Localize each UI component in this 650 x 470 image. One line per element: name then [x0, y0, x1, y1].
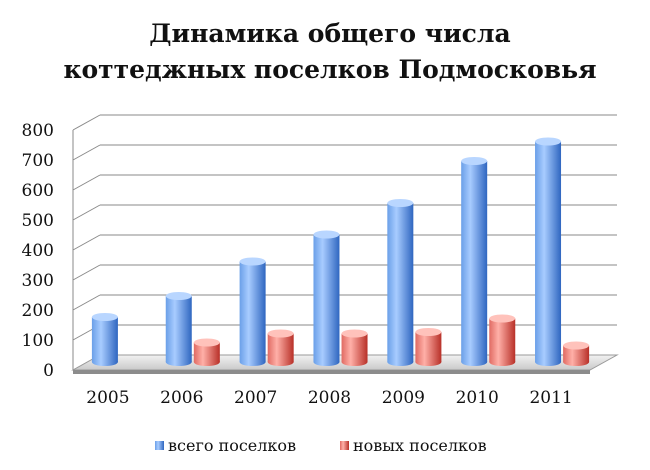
bar-body: [193, 342, 220, 362]
bar-body: [239, 261, 266, 362]
y-axis-ticks: 0 100 200 300 400 500 600 700 800: [22, 121, 54, 381]
bar-body: [313, 234, 340, 362]
x-tick-label: 2005: [86, 388, 129, 408]
bar-top: [489, 314, 516, 323]
x-tick-label: 2011: [529, 388, 572, 408]
bar-top: [535, 137, 562, 146]
bar-new-2010: [489, 314, 516, 366]
bar-base: [489, 358, 516, 366]
bar-top: [267, 329, 294, 338]
gridline-side: [72, 234, 101, 251]
gridline-side: [72, 144, 101, 161]
bar-new-2008: [341, 329, 368, 366]
bar-body: [387, 203, 414, 362]
x-axis-ticks: 2005 2006 2007 2008 2009 2010 2011: [86, 388, 572, 408]
legend-swatch-total: [155, 441, 164, 450]
bars: [91, 137, 590, 366]
chart-title-line2: коттеджных поселков Подмосковья: [63, 55, 596, 84]
bar-base: [313, 358, 340, 366]
bar-body: [461, 161, 488, 362]
bar-base: [91, 358, 118, 366]
bar-base: [563, 358, 590, 366]
bar-new-2007: [267, 329, 294, 366]
bar-body: [91, 317, 118, 362]
legend-swatch-new: [340, 441, 349, 450]
bar-top: [415, 328, 442, 336]
bar-body: [341, 333, 368, 362]
bar-base: [341, 358, 368, 366]
bar-base: [165, 358, 192, 366]
bar-total-2008: [313, 230, 340, 366]
gridline-side: [72, 174, 101, 191]
chart-title-line1: Динамика общего числа: [149, 19, 510, 48]
bar-top: [387, 199, 414, 207]
bar-new-2011: [563, 341, 590, 366]
bar-base: [267, 358, 294, 366]
x-tick-label: 2009: [382, 388, 425, 408]
bar-body: [267, 333, 294, 362]
y-tick-label: 400: [22, 241, 54, 261]
bar-new-2006: [193, 338, 220, 366]
bar-total-2009: [387, 199, 414, 366]
legend: всего поселков новых поселков: [155, 436, 487, 455]
legend-label-total: всего поселков: [168, 436, 296, 455]
bar-base: [387, 358, 414, 366]
x-tick-label: 2007: [234, 388, 277, 408]
gridline-side: [72, 114, 101, 131]
bar-body: [489, 318, 516, 362]
bar-total-2011: [535, 137, 562, 366]
y-tick-label: 500: [22, 211, 54, 231]
bar-base: [193, 358, 220, 366]
y-tick-label: 100: [22, 331, 54, 351]
bar-total-2010: [461, 157, 488, 366]
x-tick-label: 2010: [456, 388, 499, 408]
bar-top: [313, 230, 340, 239]
gridline-side: [72, 264, 101, 281]
bar-new-2009: [415, 328, 442, 366]
bar-total-2007: [239, 257, 266, 366]
y-tick-label: 0: [43, 361, 54, 381]
bar-base: [415, 358, 442, 366]
bar-body: [563, 345, 590, 362]
bar-body: [415, 332, 442, 362]
bar-base: [461, 358, 488, 366]
x-tick-label: 2008: [308, 388, 351, 408]
gridline-side: [72, 294, 101, 311]
gridline-side: [72, 204, 101, 221]
bar-top: [461, 157, 488, 165]
y-tick-label: 700: [22, 151, 54, 171]
y-tick-label: 800: [22, 121, 54, 141]
bar-body: [165, 296, 192, 362]
bar-top: [193, 338, 220, 347]
bar-base: [535, 358, 562, 366]
bar-top: [165, 292, 192, 300]
bar-total-2005: [91, 313, 118, 366]
bar-base: [239, 358, 266, 366]
y-tick-label: 200: [22, 301, 54, 321]
bar-top: [563, 341, 590, 350]
bar-top: [239, 257, 266, 266]
floor-edge: [73, 370, 590, 374]
legend-label-new: новых поселков: [353, 436, 487, 455]
y-tick-label: 600: [22, 181, 54, 201]
y-tick-label: 300: [22, 271, 54, 291]
bar-top: [91, 313, 118, 321]
bar-body: [535, 141, 562, 362]
x-tick-label: 2006: [160, 388, 203, 408]
bar-total-2006: [165, 292, 192, 366]
bar-top: [341, 329, 368, 338]
